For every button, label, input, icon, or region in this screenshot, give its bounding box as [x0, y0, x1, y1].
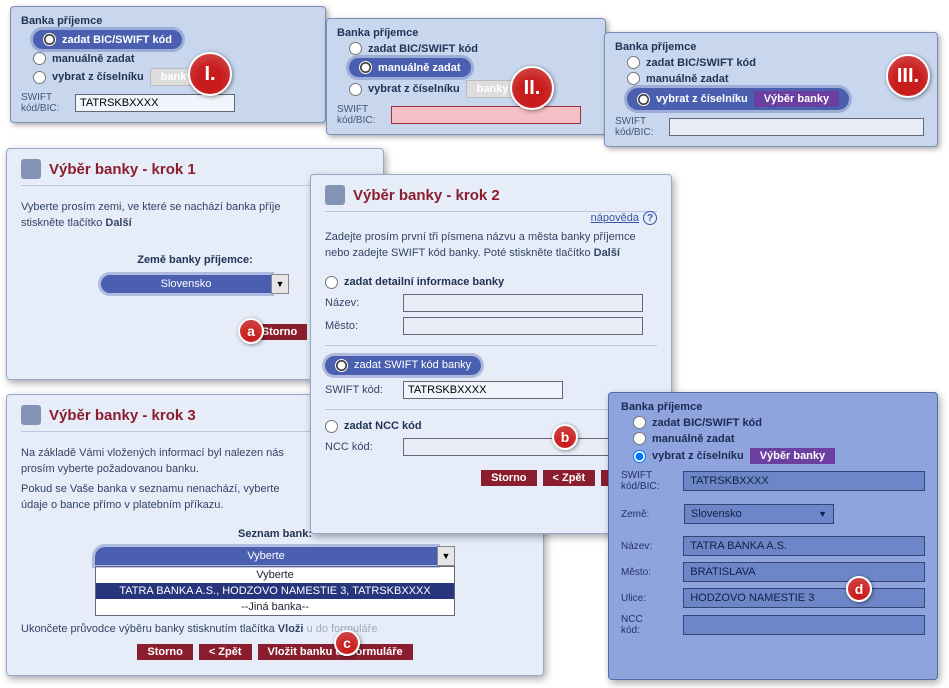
radio-ncc[interactable] — [325, 420, 338, 433]
city-label: Město: — [325, 320, 395, 332]
name-label: Název: — [325, 297, 395, 309]
radio-list-label: vybrat z číselníku — [652, 450, 744, 462]
city-field — [683, 562, 925, 582]
wizard-icon — [21, 405, 41, 425]
help-link-wrap: nápověda? — [591, 211, 657, 225]
help-link[interactable]: nápověda — [591, 212, 639, 224]
radio-list-label: vybrat z číselníku — [368, 83, 460, 95]
chevron-down-icon: ▼ — [818, 509, 827, 519]
radio-bic[interactable] — [43, 33, 56, 46]
country-label: Země: — [621, 509, 676, 520]
recipient-bank-panel-2: Banka příjemce zadat BIC/SWIFT kód manuá… — [326, 18, 606, 135]
radio-manual-label: manuálně zadat — [52, 53, 135, 65]
radio-bic-label: zadat BIC/SWIFT kód — [62, 34, 172, 46]
badge-b: b — [552, 424, 578, 450]
swift-label: SWIFTkód/BIC: — [21, 92, 69, 114]
name-input — [403, 294, 643, 312]
swift-label: SWIFTkód/BIC: — [621, 470, 675, 492]
panel-title: Banka příjemce — [21, 15, 315, 27]
list-item[interactable]: --Jiná banka-- — [96, 599, 454, 615]
radio-swift[interactable] — [335, 359, 348, 372]
pick-bank-button[interactable]: Výběr banky — [754, 91, 839, 107]
swift-label: SWIFT kód: — [325, 384, 395, 396]
swift-input[interactable] — [75, 94, 235, 112]
radio-list[interactable] — [349, 83, 362, 96]
panel-title: Banka příjemce — [615, 41, 927, 53]
recipient-bank-panel-3: Banka příjemce zadat BIC/SWIFT kód manuá… — [604, 32, 938, 147]
ncc-label: NCCkód: — [621, 614, 675, 636]
swift-input[interactable] — [391, 106, 581, 124]
ncc-label: NCC kód: — [325, 441, 395, 453]
badge-roman-2: II. — [510, 66, 554, 110]
radio-manual[interactable] — [33, 52, 46, 65]
name-label: Název: — [621, 541, 675, 552]
radio-manual[interactable] — [633, 432, 646, 445]
badge-c: c — [334, 630, 360, 656]
wizard-icon — [325, 185, 345, 205]
swift-field — [683, 471, 925, 491]
swift-label: SWIFTkód/BIC: — [337, 104, 385, 126]
badge-roman-1: I. — [188, 52, 232, 96]
radio-manual-label: manuálně zadat — [652, 433, 735, 445]
radio-bic[interactable] — [633, 416, 646, 429]
chevron-down-icon[interactable]: ▼ — [437, 546, 455, 566]
radio-detail[interactable] — [325, 276, 338, 289]
radio-manual-label: manuálně zadat — [378, 62, 461, 74]
radio-bic[interactable] — [627, 56, 640, 69]
list-item[interactable]: Vyberte — [96, 567, 454, 583]
wizard-intro: Zadejte prosím první tři písmena názvu a… — [325, 230, 657, 262]
list-item[interactable]: TATRA BANKA A.S., HODZOVO NAMESTIE 3, TA… — [96, 583, 454, 599]
wizard-icon — [21, 159, 41, 179]
bank-dropdown-list: Vyberte TATRA BANKA A.S., HODZOVO NAMEST… — [95, 566, 455, 616]
back-button[interactable]: < Zpět — [543, 470, 596, 486]
cancel-button[interactable]: Storno — [481, 470, 536, 486]
wizard-title: Výběr banky - krok 1 — [49, 161, 196, 178]
wizard-footer: Ukončete průvodce výběru banky stisknutí… — [21, 622, 529, 638]
panel-title: Banka příjemce — [621, 401, 925, 413]
radio-ncc-label: zadat NCC kód — [344, 420, 422, 432]
chevron-down-icon[interactable]: ▼ — [271, 274, 289, 294]
radio-bic-label: zadat BIC/SWIFT kód — [652, 417, 762, 429]
result-panel: Banka příjemce zadat BIC/SWIFT kód manuá… — [608, 392, 938, 680]
swift-input[interactable] — [403, 381, 563, 399]
recipient-bank-panel-1: Banka příjemce zadat BIC/SWIFT kód manuá… — [10, 6, 326, 123]
radio-bic[interactable] — [349, 42, 362, 55]
wizard-title: Výběr banky - krok 3 — [49, 407, 196, 424]
radio-bic-label: zadat BIC/SWIFT kód — [646, 57, 756, 69]
name-field — [683, 536, 925, 556]
help-icon[interactable]: ? — [643, 211, 657, 225]
country-select[interactable]: Slovensko ▼ — [684, 504, 834, 524]
back-button[interactable]: < Zpět — [199, 644, 252, 660]
country-select[interactable]: Slovensko — [101, 275, 271, 293]
pick-bank-button[interactable]: Výběr banky — [750, 448, 835, 464]
wizard-title: Výběr banky - krok 2 — [353, 187, 500, 204]
radio-list[interactable] — [633, 450, 646, 463]
swift-label: SWIFTkód/BIC: — [615, 116, 663, 138]
radio-list-label: vybrat z číselníku — [52, 71, 144, 83]
country-value: Slovensko — [691, 508, 742, 520]
badge-d: d — [846, 576, 872, 602]
radio-manual[interactable] — [627, 72, 640, 85]
city-input — [403, 317, 643, 335]
badge-a: a — [238, 318, 264, 344]
street-label: Ulice: — [621, 593, 675, 604]
radio-swift-label: zadat SWIFT kód banky — [354, 359, 471, 371]
radio-manual[interactable] — [359, 61, 372, 74]
cancel-button[interactable]: Storno — [137, 644, 192, 660]
radio-list[interactable] — [637, 93, 650, 106]
street-field — [683, 588, 925, 608]
city-label: Město: — [621, 567, 675, 578]
ncc-input — [403, 438, 643, 456]
radio-bic-label: zadat BIC/SWIFT kód — [368, 43, 478, 55]
ncc-field — [683, 615, 925, 635]
swift-input — [669, 118, 924, 136]
badge-roman-3: III. — [886, 54, 930, 98]
radio-list-label: vybrat z číselníku — [656, 93, 748, 105]
panel-title: Banka příjemce — [337, 27, 595, 39]
bank-select[interactable]: Vyberte — [95, 547, 437, 565]
radio-manual-label: manuálně zadat — [646, 73, 729, 85]
radio-list[interactable] — [33, 71, 46, 84]
radio-detail-label: zadat detailní informace banky — [344, 276, 504, 288]
